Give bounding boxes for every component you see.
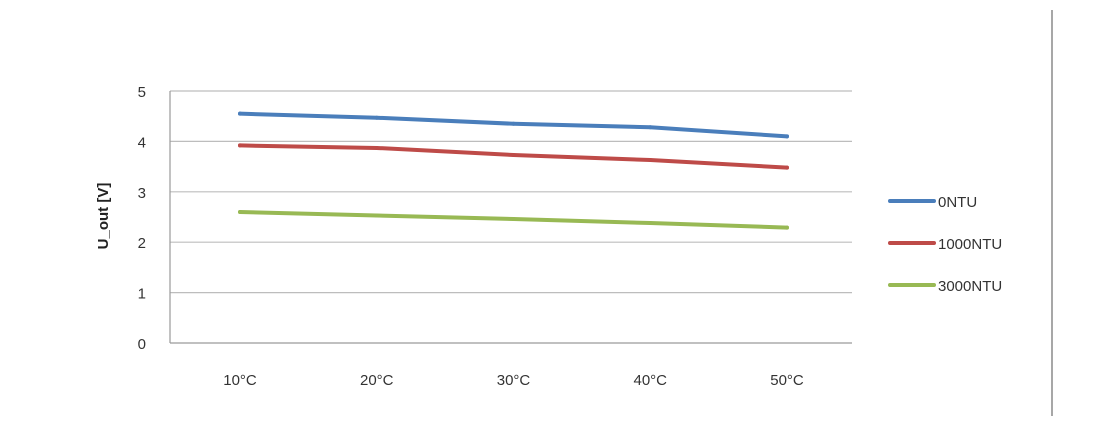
legend-label: 1000NTU: [938, 236, 1002, 253]
y-tick-label: 4: [138, 134, 146, 151]
legend: 0NTU 1000NTU 3000NTU: [888, 194, 1002, 295]
x-tick-label: 30°C: [497, 372, 531, 389]
y-tick-label: 1: [138, 286, 146, 303]
legend-label: 0NTU: [938, 194, 977, 211]
data-point-0ntu: [238, 111, 242, 116]
y-tick-label: 3: [138, 185, 146, 202]
y-axis-title: U_out [V]: [95, 183, 112, 250]
data-point-3000ntu: [785, 225, 789, 230]
x-tick-label: 10°C: [223, 372, 257, 389]
x-tick-label: 50°C: [770, 372, 804, 389]
x-tick-label: 40°C: [633, 372, 667, 389]
data-point-1000ntu: [785, 165, 789, 170]
gridlines: [169, 90, 852, 344]
data-point-1000ntu: [511, 153, 516, 158]
data-point-0ntu: [511, 121, 516, 126]
x-tick-labels: 10°C 20°C 30°C 40°C 50°C: [223, 372, 804, 389]
data-point-3000ntu: [374, 213, 379, 218]
data-point-1000ntu: [374, 145, 379, 150]
x-tick-label: 20°C: [360, 372, 394, 389]
data-point-0ntu: [648, 125, 653, 130]
data-point-3000ntu: [511, 217, 516, 222]
series-lines: [238, 111, 789, 230]
legend-label: 3000NTU: [938, 278, 1002, 295]
data-point-3000ntu: [238, 209, 242, 214]
data-point-1000ntu: [648, 158, 653, 163]
data-point-1000ntu: [238, 143, 242, 148]
y-tick-label: 0: [138, 336, 146, 353]
y-tick-label: 2: [138, 235, 146, 252]
y-tick-labels: 0 1 2 3 4 5: [138, 84, 146, 353]
data-point-0ntu: [785, 134, 789, 139]
y-tick-label: 5: [138, 84, 146, 101]
data-point-3000ntu: [648, 221, 653, 226]
data-point-0ntu: [374, 115, 379, 120]
